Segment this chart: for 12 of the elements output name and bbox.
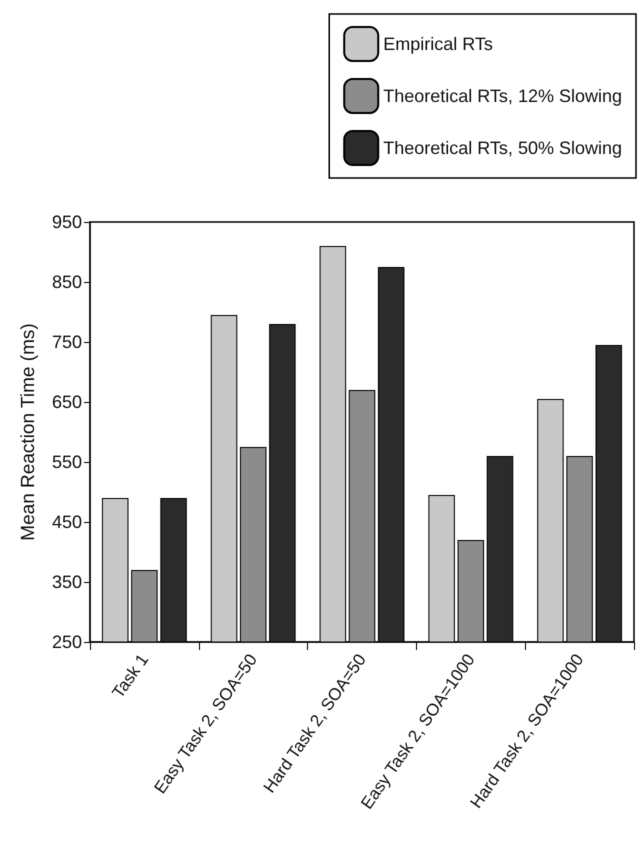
y-tick-label: 650	[52, 392, 82, 412]
y-tick-label: 850	[52, 272, 82, 292]
y-tick-label: 550	[52, 452, 82, 472]
legend-label: Theoretical RTs, 12% Slowing	[383, 86, 622, 106]
legend-label: Empirical RTs	[383, 34, 493, 54]
y-tick-label: 350	[52, 572, 82, 592]
y-tick-label: 750	[52, 332, 82, 352]
legend-label: Theoretical RTs, 50% Slowing	[383, 138, 622, 158]
y-tick-label: 250	[52, 632, 82, 652]
y-tick-label: 950	[52, 212, 82, 232]
y-tick-label: 450	[52, 512, 82, 532]
y-axis-title: Mean Reaction Time (ms)	[18, 323, 39, 541]
